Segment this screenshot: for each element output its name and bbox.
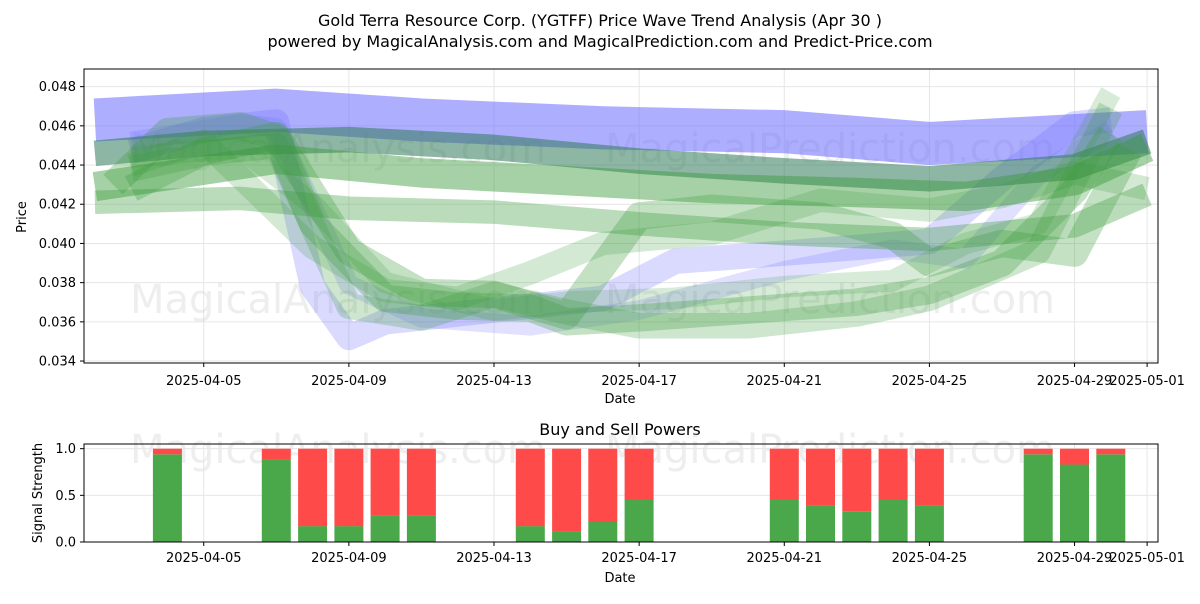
price-y-tick-label: 0.036: [39, 315, 76, 330]
price-y-label: Price: [15, 201, 30, 233]
power-bars: [152, 448, 1126, 542]
price-x-tick-label: 2025-04-13: [456, 374, 532, 389]
price-y-tick-label: 0.044: [39, 159, 76, 174]
series-blue-wave-1: [127, 107, 1113, 351]
sell-power-bar: [552, 448, 582, 532]
price-y-tick-label: 0.040: [39, 237, 76, 252]
power-x-label: Date: [604, 571, 635, 586]
sell-power-bar: [806, 448, 835, 506]
power-x-ticks: 2025-04-05 2025-04-09 2025-04-13 2025-04-17…: [166, 542, 1185, 566]
buy-power-bar: [806, 505, 835, 542]
sell-power-bar: [878, 448, 908, 500]
power-y-ticks: 0.0 0.5 1.0: [55, 442, 84, 551]
series-green-wave-2: [124, 121, 1142, 330]
price-y-tick-label: 0.042: [39, 198, 76, 213]
power-x-tick-label: 2025-04-09: [311, 551, 387, 566]
buy-power-bar: [261, 459, 291, 542]
price-x-tick-label: 2025-04-29: [1037, 374, 1113, 389]
buy-power-bar: [406, 515, 436, 542]
buy-power-bar: [334, 526, 364, 542]
price-y-tick-label: 0.046: [39, 119, 76, 134]
series-blue-upper-band: [93, 88, 1149, 166]
watermark-4: MagicalPrediction.com: [605, 277, 1055, 323]
power-panel: Buy and Sell Powers MagicalAnalysis.com …: [31, 420, 1185, 586]
watermark-3: MagicalAnalysis.com: [130, 277, 546, 323]
buy-power-bar: [298, 526, 328, 542]
power-frame: [83, 443, 1159, 543]
price-y-tick-label: 0.038: [39, 276, 76, 291]
sell-power-bar: [1060, 448, 1089, 465]
price-x-tick-label: 2025-04-17: [601, 374, 677, 389]
power-x-tick-label: 2025-04-13: [456, 551, 532, 566]
power-x-tick-label: 2025-04-17: [601, 551, 677, 566]
buy-power-bar: [769, 500, 799, 542]
sell-power-bar: [588, 448, 618, 522]
sell-power-bar: [261, 448, 291, 460]
sell-power-bar: [515, 448, 545, 527]
buy-power-bar: [370, 515, 400, 542]
sell-power-bar: [406, 448, 436, 516]
power-title: Buy and Sell Powers: [539, 420, 701, 439]
power-x-tick-label: 2025-04-25: [892, 551, 968, 566]
price-x-label: Date: [604, 392, 635, 407]
buy-power-bar: [1096, 454, 1126, 542]
price-y-tick-label: 0.034: [39, 355, 76, 370]
price-x-tick-label: 2025-04-09: [311, 374, 387, 389]
chart-title: Gold Terra Resource Corp. (YGTFF) Price …: [318, 11, 882, 30]
sell-power-bar: [624, 448, 654, 500]
buy-power-bar: [588, 521, 618, 542]
sell-power-bar: [298, 448, 328, 527]
power-x-tick-label: 2025-04-21: [746, 551, 822, 566]
sell-power-bar: [1023, 448, 1053, 455]
price-panel: MagicalAnalysis.com MagicalPrediction.co…: [15, 68, 1185, 407]
price-frame: [83, 68, 1159, 364]
sell-power-bar: [769, 448, 799, 500]
power-y-tick-label: 1.0: [55, 442, 76, 457]
price-y-ticks: 0.034 0.036 0.038 0.040 0.042 0.044 0.046 0.048: [39, 80, 84, 370]
price-series: [92, 87, 1154, 351]
sell-power-bar: [370, 448, 400, 516]
series-green-trend-band: [92, 134, 1154, 212]
chart-subtitle: powered by MagicalAnalysis.com and Magic…: [267, 32, 932, 51]
buy-power-bar: [624, 500, 654, 542]
series-blue-wave-2: [129, 114, 1116, 336]
series-green-wave-5: [130, 87, 1121, 321]
price-x-tick-label: 2025-04-21: [746, 374, 822, 389]
series-green-wave-1: [103, 112, 1123, 336]
series-green-low-band: [94, 183, 1152, 252]
buy-power-bar: [1023, 454, 1053, 542]
buy-power-bar: [842, 511, 872, 542]
buy-power-bar: [878, 500, 908, 542]
power-y-tick-label: 0.5: [55, 489, 76, 504]
buy-power-bar: [552, 531, 582, 542]
buy-power-bar: [914, 505, 944, 542]
price-y-tick-label: 0.048: [39, 80, 76, 95]
series-green-wave-4: [127, 129, 1150, 311]
series-green-wave-3: [128, 102, 1123, 339]
price-x-ticks: 2025-04-05 2025-04-09 2025-04-13 2025-04-17…: [166, 363, 1185, 389]
series-dark-trend-band: [93, 126, 1152, 192]
sell-power-bar: [334, 448, 364, 527]
sell-power-bar: [842, 448, 872, 512]
buy-power-bar: [152, 454, 182, 542]
power-x-tick-label: 2025-04-05: [166, 551, 242, 566]
price-x-tick-label: 2025-05-01: [1109, 374, 1185, 389]
buy-power-bar: [1060, 464, 1089, 542]
price-x-tick-label: 2025-04-05: [166, 374, 242, 389]
power-y-label: Signal Strength: [31, 443, 46, 543]
power-x-tick-label: 2025-05-01: [1109, 551, 1185, 566]
buy-power-bar: [515, 526, 545, 542]
sell-power-bar: [914, 448, 944, 506]
power-x-tick-label: 2025-04-29: [1037, 551, 1113, 566]
sell-power-bar: [152, 448, 182, 455]
price-x-tick-label: 2025-04-25: [892, 374, 968, 389]
power-y-tick-label: 0.0: [55, 536, 76, 551]
sell-power-bar: [1096, 448, 1126, 455]
